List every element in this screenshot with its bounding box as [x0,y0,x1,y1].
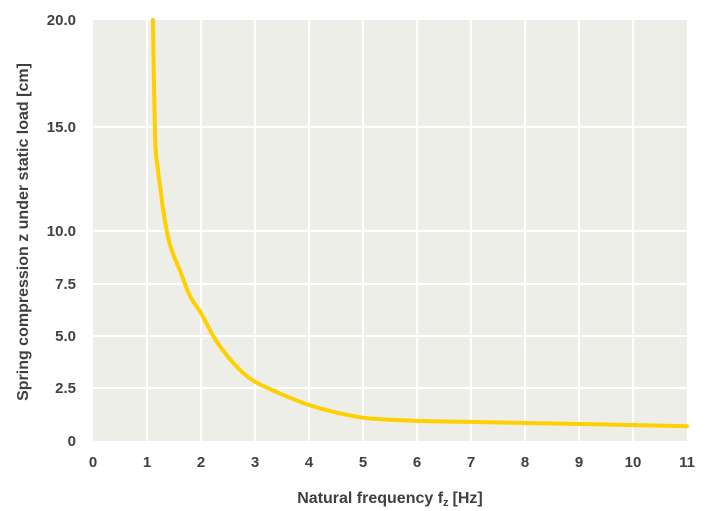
y-tick-label: 7.5 [55,276,76,293]
x-tick-label: 8 [521,454,529,471]
x-tick-label: 1 [143,454,151,471]
x-tick-label: 7 [467,454,475,471]
x-tick-label: 5 [359,454,367,471]
y-axis-ticks: 0 2.5 5.0 7.5 10.0 15.0 20.0 [47,12,76,450]
y-tick-label: 10.0 [47,223,76,240]
y-tick-label: 5.0 [55,328,76,345]
x-axis-label: Natural frequency fz [Hz] [297,490,483,509]
x-tick-label: 0 [89,454,97,471]
series-line [150,18,689,429]
y-tick-label: 0 [68,433,76,450]
x-tick-label: 4 [305,454,314,471]
x-tick-label: 9 [575,454,583,471]
x-tick-label: 11 [679,454,695,471]
x-tick-label: 3 [251,454,259,471]
y-tick-label: 15.0 [47,119,76,136]
x-tick-label: 2 [197,454,205,471]
grid-lines [93,20,687,441]
x-tick-label: 6 [413,454,421,471]
x-axis-ticks: 0 1 2 3 4 5 6 7 8 9 10 11 [89,454,695,471]
y-axis-label: Spring compression z under static load [… [15,63,32,401]
x-tick-label: 10 [625,454,642,471]
y-tick-label: 20.0 [47,12,76,29]
y-tick-label: 2.5 [55,380,76,397]
